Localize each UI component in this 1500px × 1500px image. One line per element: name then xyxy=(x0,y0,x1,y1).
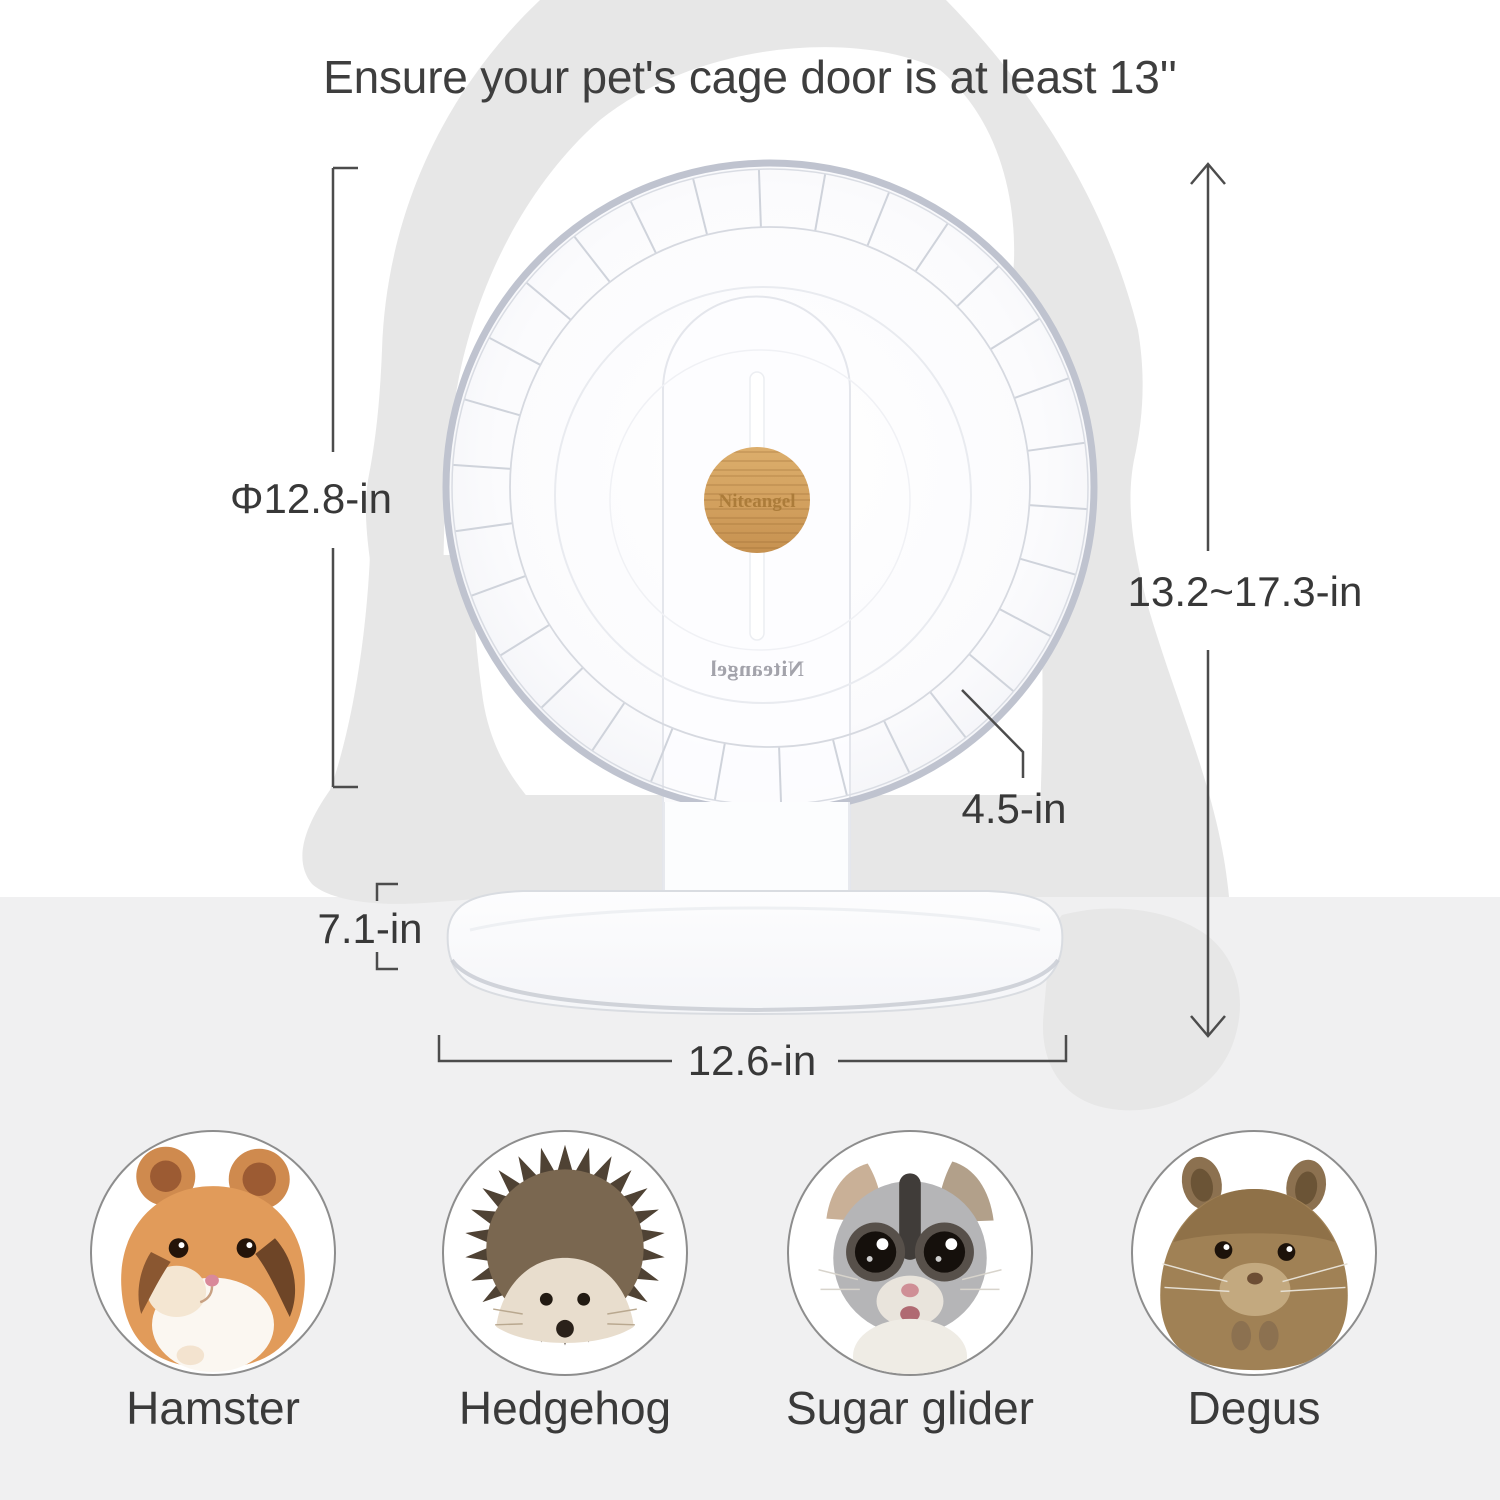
brand-wordmark-mirrored: Niteangel xyxy=(710,656,804,681)
wheel-inner-ring-2 xyxy=(609,349,911,651)
base-depth-label: 7.1-in xyxy=(317,905,423,952)
diameter-label: Φ12.8-in xyxy=(230,475,392,522)
sugar-glider-photo xyxy=(787,1130,1033,1376)
hedgehog-photo xyxy=(442,1130,688,1376)
tread-inner-arc xyxy=(509,226,1031,748)
base-width-label: 12.6-in xyxy=(687,1037,817,1084)
pet-label-degus: Degus xyxy=(1187,1382,1321,1434)
stand-post xyxy=(663,802,850,902)
hedgehog-illustration xyxy=(465,1144,665,1346)
bamboo-hub: Niteangel xyxy=(704,447,810,553)
silhouette-right-foot xyxy=(1042,908,1240,1111)
wheel-depth-label: 4.5-in xyxy=(961,785,1067,832)
base-plate xyxy=(446,890,1064,1016)
hamster-illustration xyxy=(121,1146,305,1373)
silhouette-body xyxy=(365,0,1229,897)
hamster-photo xyxy=(90,1130,336,1376)
tread-segments xyxy=(452,169,1088,805)
pet-card-sugar-glider xyxy=(787,1130,1033,1376)
degus-illustration xyxy=(1160,1156,1348,1371)
sugar-glider-illustration xyxy=(818,1161,1002,1374)
pet-label-hedgehog: Hedgehog xyxy=(458,1382,672,1434)
height-range-label: 13.2~17.3-in xyxy=(1127,568,1363,615)
pet-label-sugar-glider: Sugar glider xyxy=(785,1382,1035,1434)
pet-label-hamster: Hamster xyxy=(126,1382,300,1434)
brand-wordmark: Niteangel xyxy=(718,491,795,512)
page-title: Ensure your pet's cage door is at least … xyxy=(323,51,1177,103)
wheel-inner-ring xyxy=(554,286,972,704)
pet-card-degus xyxy=(1131,1130,1377,1376)
pet-card-hamster xyxy=(90,1130,336,1376)
pet-card-hedgehog xyxy=(442,1130,688,1376)
degus-photo xyxy=(1131,1130,1377,1376)
